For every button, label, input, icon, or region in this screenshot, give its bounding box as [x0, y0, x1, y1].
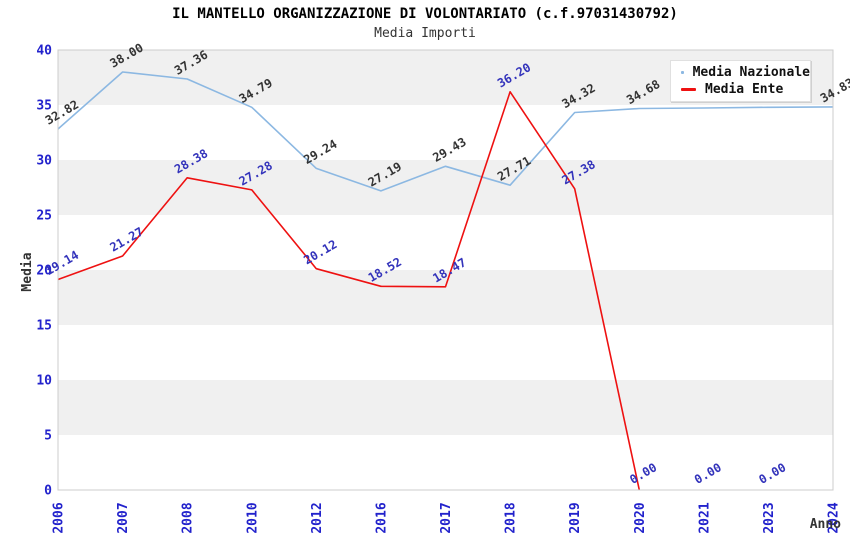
legend-label-media-ente: Media Ente [705, 82, 784, 98]
x-tick-label: 2019 [568, 502, 583, 533]
plot-band [58, 160, 833, 215]
x-tick-label: 2016 [374, 502, 389, 533]
plot-border [57, 49, 834, 491]
x-tick-label: 2021 [697, 502, 712, 533]
x-tick-label: 2008 [181, 502, 196, 533]
data-point-label: 0.00 [756, 460, 788, 487]
legend-item-media-nazionale: Media Nazionale [681, 65, 810, 80]
data-point-label: 0.00 [627, 460, 659, 487]
legend-item-media-ente: Media Ente [681, 82, 810, 97]
legend-swatch-nazionale-line-icon [681, 70, 684, 74]
y-tick-label: 15 [36, 319, 52, 334]
y-tick-label: 40 [36, 44, 52, 59]
legend: Media Nazionale Media Ente [670, 60, 811, 102]
data-point-label: 0.00 [692, 460, 724, 487]
x-tick-label: 2007 [116, 502, 131, 533]
x-tick-label: 2024 [827, 502, 842, 533]
x-tick-label: 2010 [245, 502, 260, 533]
page-subtitle: Media Importi [374, 26, 476, 41]
data-point-label: 20.12 [301, 237, 339, 267]
series-line-media-nazionale [57, 71, 834, 192]
legend-swatch-ente-line-icon [681, 88, 696, 92]
x-axis-title: Anno [810, 517, 841, 532]
y-tick-label: 20 [36, 264, 52, 279]
x-tick-label: 2012 [310, 502, 325, 533]
y-tick-label: 35 [36, 99, 52, 114]
x-tick-label: 2023 [762, 502, 777, 533]
plot-band [58, 380, 833, 435]
legend-label-media-nazionale: Media Nazionale [692, 64, 810, 80]
plot-band [58, 270, 833, 325]
y-axis-title: Media [20, 252, 35, 291]
x-tick-label: 2017 [439, 502, 454, 533]
y-tick-label: 10 [36, 374, 52, 389]
x-tick-label: 2006 [52, 502, 67, 533]
series-line-media-ente [57, 91, 641, 491]
y-tick-label: 30 [36, 154, 52, 169]
y-tick-label: 5 [44, 429, 52, 444]
page-title: IL MANTELLO ORGANIZZAZIONE DI VOLONTARIA… [172, 6, 678, 22]
y-tick-label: 25 [36, 209, 52, 224]
y-tick-label: 0 [44, 484, 52, 499]
x-tick-label: 2020 [633, 502, 648, 533]
x-tick-label: 2018 [504, 502, 519, 533]
